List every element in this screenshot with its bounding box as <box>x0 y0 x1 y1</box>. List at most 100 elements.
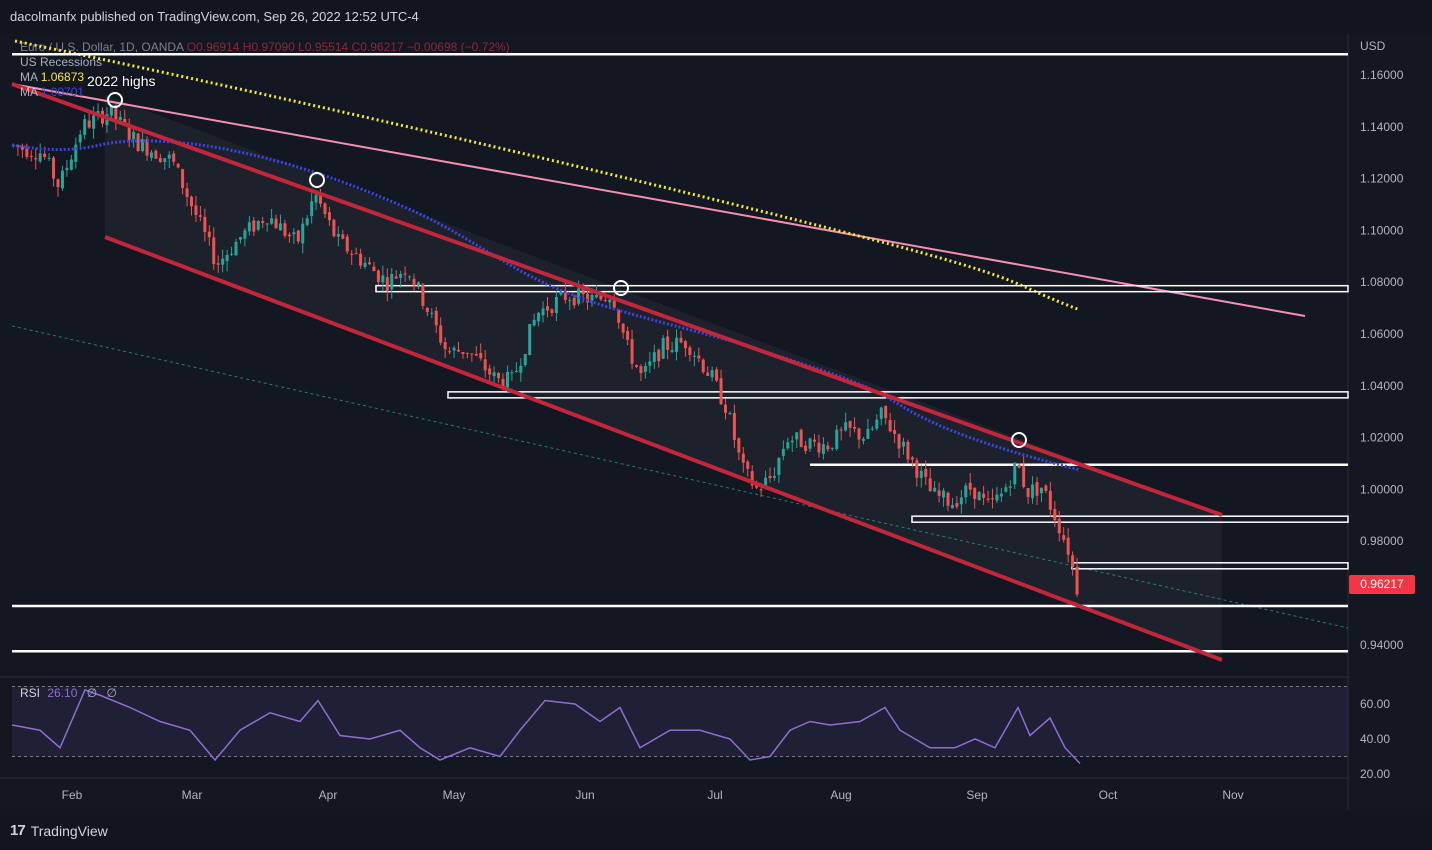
candle-body[interactable] <box>118 116 122 121</box>
support-resistance-zone[interactable] <box>375 284 1349 293</box>
candle-body[interactable] <box>937 490 941 496</box>
candle-body[interactable] <box>697 355 701 359</box>
candle-body[interactable] <box>933 487 937 492</box>
candle-body[interactable] <box>804 445 808 452</box>
candle-body[interactable] <box>844 422 848 431</box>
candle-body[interactable] <box>594 295 598 298</box>
ma2-label[interactable]: MA <box>20 85 38 99</box>
touch-point-marker[interactable] <box>613 280 629 296</box>
candle-body[interactable] <box>154 150 158 159</box>
candle-body[interactable] <box>750 471 754 486</box>
candle-body[interactable] <box>158 158 162 162</box>
candle-body[interactable] <box>666 336 670 350</box>
candle-body[interactable] <box>149 152 153 158</box>
candle-body[interactable] <box>488 368 492 375</box>
green-dashed-trendline[interactable] <box>11 325 1349 629</box>
candle-body[interactable] <box>626 330 630 340</box>
candle-body[interactable] <box>924 468 928 477</box>
candle-body[interactable] <box>813 439 816 442</box>
candle-body[interactable] <box>287 234 291 237</box>
candle-body[interactable] <box>92 115 96 129</box>
candle-body[interactable] <box>452 347 456 351</box>
candle-body[interactable] <box>474 353 478 356</box>
touch-point-marker[interactable] <box>1011 432 1027 448</box>
candle-body[interactable] <box>621 323 625 333</box>
candle-body[interactable] <box>746 461 750 469</box>
candle-body[interactable] <box>234 241 238 256</box>
pink-trendline[interactable] <box>11 83 1306 317</box>
candle-body[interactable] <box>381 275 385 283</box>
candle-body[interactable] <box>830 447 834 449</box>
candle-body[interactable] <box>910 457 914 460</box>
candle-body[interactable] <box>657 349 661 362</box>
candle-body[interactable] <box>679 337 683 343</box>
candle-body[interactable] <box>643 366 647 372</box>
candle-body[interactable] <box>817 442 821 453</box>
candle-body[interactable] <box>47 157 51 159</box>
candle-body[interactable] <box>443 342 447 350</box>
candle-body[interactable] <box>661 337 665 359</box>
candle-body[interactable] <box>25 148 29 157</box>
candle-body[interactable] <box>230 253 234 255</box>
tradingview-logo[interactable]: 17 TradingView <box>10 822 108 839</box>
candle-body[interactable] <box>376 270 380 282</box>
candle-body[interactable] <box>688 347 692 355</box>
candle-body[interactable] <box>190 196 193 207</box>
candle-body[interactable] <box>928 478 932 492</box>
candle-body[interactable] <box>448 351 452 353</box>
candle-body[interactable] <box>341 234 345 239</box>
candle-body[interactable] <box>421 284 425 306</box>
candle-body[interactable] <box>546 306 549 311</box>
candle-body[interactable] <box>323 203 327 215</box>
candle-body[interactable] <box>639 366 643 373</box>
candle-body[interactable] <box>991 498 994 500</box>
candle-body[interactable] <box>416 282 420 286</box>
candle-body[interactable] <box>78 134 82 143</box>
candle-body[interactable] <box>350 253 354 255</box>
candle-body[interactable] <box>906 441 910 460</box>
candle-body[interactable] <box>1071 555 1075 567</box>
candle-body[interactable] <box>69 159 73 170</box>
candle-body[interactable] <box>207 231 211 238</box>
candle-body[interactable] <box>43 153 47 157</box>
candle-body[interactable] <box>559 291 563 295</box>
candle-body[interactable] <box>198 215 202 217</box>
candle-body[interactable] <box>274 218 278 229</box>
candle-body[interactable] <box>799 429 803 448</box>
candle-body[interactable] <box>141 139 145 152</box>
candle-body[interactable] <box>719 378 723 405</box>
candle-body[interactable] <box>408 276 412 278</box>
recessions-indicator-label[interactable]: US Recessions <box>20 55 103 69</box>
candle-body[interactable] <box>683 341 687 349</box>
candle-body[interactable] <box>270 218 274 224</box>
candle-body[interactable] <box>1013 462 1017 485</box>
rsi-line[interactable] <box>11 689 1081 765</box>
candle-body[interactable] <box>372 266 376 272</box>
candle-body[interactable] <box>16 145 20 147</box>
candle-body[interactable] <box>194 205 198 215</box>
candle-body[interactable] <box>728 413 732 415</box>
candle-body[interactable] <box>1035 482 1039 496</box>
candle-body[interactable] <box>114 105 118 120</box>
candle-body[interactable] <box>1008 486 1012 488</box>
candle-body[interactable] <box>510 372 514 374</box>
candle-body[interactable] <box>1022 466 1026 487</box>
support-resistance-zone[interactable] <box>911 515 1349 523</box>
candle-body[interactable] <box>336 234 340 237</box>
candle-body[interactable] <box>955 502 959 507</box>
candle-body[interactable] <box>617 309 621 323</box>
candle-body[interactable] <box>563 290 567 300</box>
candle-body[interactable] <box>879 407 883 419</box>
candle-body[interactable] <box>884 405 888 419</box>
candle-body[interactable] <box>835 429 839 449</box>
candle-body[interactable] <box>283 223 287 236</box>
candle-body[interactable] <box>532 319 536 326</box>
candle-body[interactable] <box>732 412 736 440</box>
candle-body[interactable] <box>848 421 852 428</box>
candle-body[interactable] <box>577 288 581 304</box>
candle-body[interactable] <box>479 353 483 359</box>
candle-body[interactable] <box>363 262 367 267</box>
price-chart-svg[interactable]: USD 1.16000 1.14000 1.12000 1.10000 1.08000 1.… <box>0 34 1432 810</box>
candle-body[interactable] <box>537 312 541 322</box>
candle-body[interactable] <box>982 493 986 498</box>
